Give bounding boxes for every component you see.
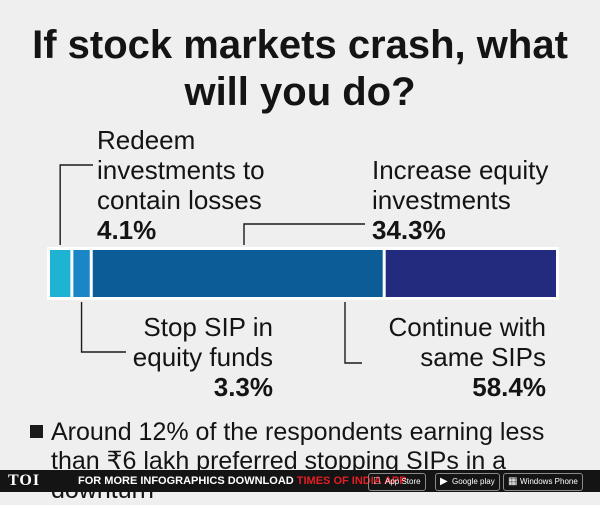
label-continue-value: 58.4% (472, 372, 546, 402)
label-redeem-text: Redeem investments to contain losses (97, 125, 265, 215)
label-redeem-value: 4.1% (97, 215, 157, 245)
bar-segment-stop (73, 250, 90, 297)
label-stop: Stop SIP in equity funds 3.3% (110, 312, 273, 402)
label-stop-text: Stop SIP in equity funds (132, 312, 273, 372)
google-play-badge[interactable]: ▶ Google play (435, 473, 500, 491)
app-store-label: App Store (385, 477, 421, 486)
label-redeem: Redeem investments to contain losses 4.1… (97, 125, 297, 245)
windows-phone-badge[interactable]: ▦ Windows Phone (503, 473, 583, 491)
footer-cta: FOR MORE INFOGRAPHICS DOWNLOAD TIMES OF … (78, 475, 407, 487)
play-icon: ▶ (440, 476, 448, 487)
leader-line-continue (344, 302, 362, 364)
windows-phone-label: Windows Phone (520, 477, 578, 486)
label-continue-text: Continue with same SIPs (388, 312, 546, 372)
chart-title: If stock markets crash, what will you do… (32, 23, 568, 114)
leader-line-increase (243, 223, 365, 245)
label-continue: Continue with same SIPs 58.4% (368, 312, 546, 402)
leader-line-redeem (59, 164, 93, 245)
google-play-label: Google play (452, 477, 495, 486)
stacked-bar-chart (47, 164, 559, 364)
bar-segment-redeem (50, 250, 71, 297)
label-increase-text: Increase equity investments (372, 155, 549, 215)
bar-segment-continue (92, 250, 383, 297)
app-store-badge[interactable]:  App Store (368, 473, 426, 491)
windows-icon: ▦ (508, 476, 518, 487)
footer-cta-text: FOR MORE INFOGRAPHICS DOWNLOAD (78, 475, 294, 487)
label-increase-value: 34.3% (372, 215, 446, 245)
label-increase: Increase equity investments 34.3% (372, 155, 572, 245)
footer-brand[interactable]: TIMES OF INDIA APP (296, 475, 407, 487)
leader-line-stop (80, 302, 126, 353)
label-stop-value: 3.3% (213, 372, 273, 402)
bar-segment-increase (385, 250, 556, 297)
bullet-square-icon (30, 425, 43, 438)
footer-bar: TOI FOR MORE INFOGRAPHICS DOWNLOAD TIMES… (0, 470, 600, 492)
apple-icon:  (373, 474, 381, 490)
toi-logo: TOI (8, 472, 41, 489)
